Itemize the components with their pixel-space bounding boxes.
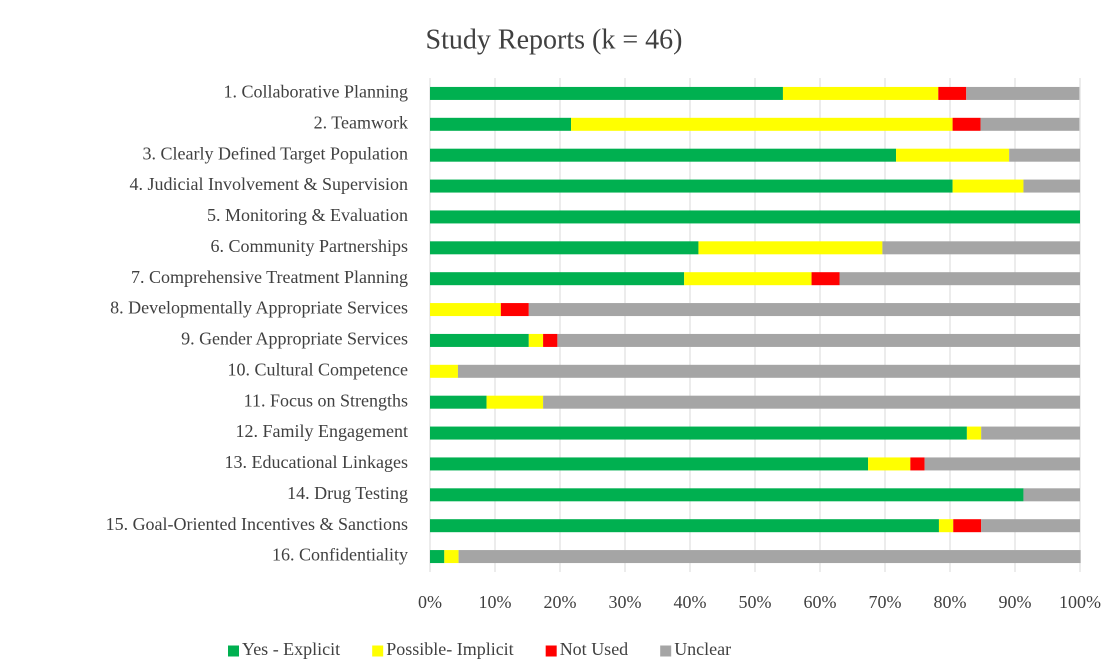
legend-label: Possible- Implicit [386, 639, 514, 659]
bar-segment [430, 148, 897, 162]
y-tick-label: 8. Developmentally Appropriate Services [110, 298, 408, 318]
y-tick-label: 2. Teamwork [314, 112, 408, 132]
bar-segment [528, 303, 1080, 317]
bar-segment [430, 86, 783, 100]
x-tick-label: 40% [674, 592, 707, 612]
bar-segment [528, 333, 544, 347]
bar-segment [896, 148, 1010, 162]
bar-segment [430, 179, 953, 193]
y-tick-label: 3. Clearly Defined Target Population [142, 143, 408, 163]
y-tick-label: 16. Confidentiality [272, 545, 408, 565]
bar-segment [486, 395, 544, 409]
x-tick-label: 0% [418, 592, 442, 612]
bar-segment [430, 272, 685, 286]
bar-segment [430, 303, 501, 317]
y-tick-label: 11. Focus on Strengths [244, 390, 408, 410]
legend-label: Not Used [560, 639, 629, 659]
x-tick-label: 90% [999, 592, 1032, 612]
legend-marker [660, 645, 672, 657]
x-tick-label: 20% [544, 592, 577, 612]
bar-segment [684, 272, 812, 286]
x-tick-label: 50% [739, 592, 772, 612]
bar-segment [444, 550, 459, 564]
bar-segment [430, 333, 529, 347]
y-tick-label: 14. Drug Testing [287, 483, 408, 503]
bar-segment [981, 426, 1080, 440]
bar-segment [938, 519, 954, 533]
y-tick-label: 10. Cultural Competence [228, 359, 408, 379]
bar-segment [981, 519, 1080, 533]
bar-segment [430, 117, 572, 131]
bar-segment [966, 426, 982, 440]
x-tick-label: 80% [934, 592, 967, 612]
bar-segment [952, 179, 1024, 193]
y-tick-label: 13. Educational Linkages [225, 452, 408, 472]
x-tick-label: 10% [479, 592, 512, 612]
bar-segment [557, 333, 1080, 347]
bar-segment [430, 488, 1024, 502]
y-tick-label: 9. Gender Appropriate Services [181, 329, 408, 349]
bar-segment [839, 272, 1080, 286]
bar-segment [811, 272, 840, 286]
legend-marker [228, 645, 239, 657]
bar-segment [430, 241, 699, 255]
x-tick-label: 30% [609, 592, 642, 612]
legend-label: Yes - Explicit [242, 639, 340, 659]
bar-segment [952, 117, 981, 131]
bar-segment [430, 519, 939, 533]
chart-title: Study Reports (k = 46) [426, 24, 683, 55]
y-tick-label: 5. Monitoring & Evaluation [207, 205, 408, 225]
bar-segment [953, 519, 982, 533]
bar-segment [571, 117, 953, 131]
y-tick-label: 1. Collaborative Planning [224, 82, 408, 102]
bar-segment [924, 457, 1080, 471]
legend-marker [545, 645, 557, 657]
bar-segment [430, 395, 487, 409]
bar-segment [938, 86, 967, 100]
x-tick-label: 70% [869, 592, 902, 612]
bar-segment [698, 241, 883, 255]
bar-segment [882, 241, 1080, 255]
bar-segment [457, 364, 1080, 378]
y-tick-label: 4. Judicial Involvement & Supervision [130, 174, 408, 194]
bar-segment [458, 550, 1081, 564]
bar-segment [1023, 179, 1080, 193]
x-tick-label: 60% [804, 592, 837, 612]
bar-segment [543, 333, 558, 347]
y-tick-label: 15. Goal-Oriented Incentives & Sanctions [106, 514, 408, 534]
bar-segment [1023, 488, 1080, 502]
bar-segment [500, 303, 529, 317]
legend-label: Unclear [674, 639, 731, 659]
bar-segment [980, 117, 1080, 131]
bar-segment [430, 550, 445, 564]
bar-segment [868, 457, 911, 471]
bar-segment [543, 395, 1080, 409]
bar-segment [910, 457, 925, 471]
x-tick-label: 100% [1059, 592, 1101, 612]
bar-segment [1009, 148, 1080, 162]
y-tick-label: 6. Community Partnerships [211, 236, 409, 256]
y-tick-label: 12. Family Engagement [236, 421, 408, 441]
legend-marker [372, 645, 384, 657]
bar-segment [782, 86, 939, 100]
bar-segment [430, 457, 869, 471]
y-tick-label: 7. Comprehensive Treatment Planning [131, 267, 408, 287]
bar-segment [430, 364, 458, 378]
bar-segment [430, 210, 1080, 224]
bar-segment [430, 426, 967, 440]
bar-segment [966, 86, 1080, 100]
